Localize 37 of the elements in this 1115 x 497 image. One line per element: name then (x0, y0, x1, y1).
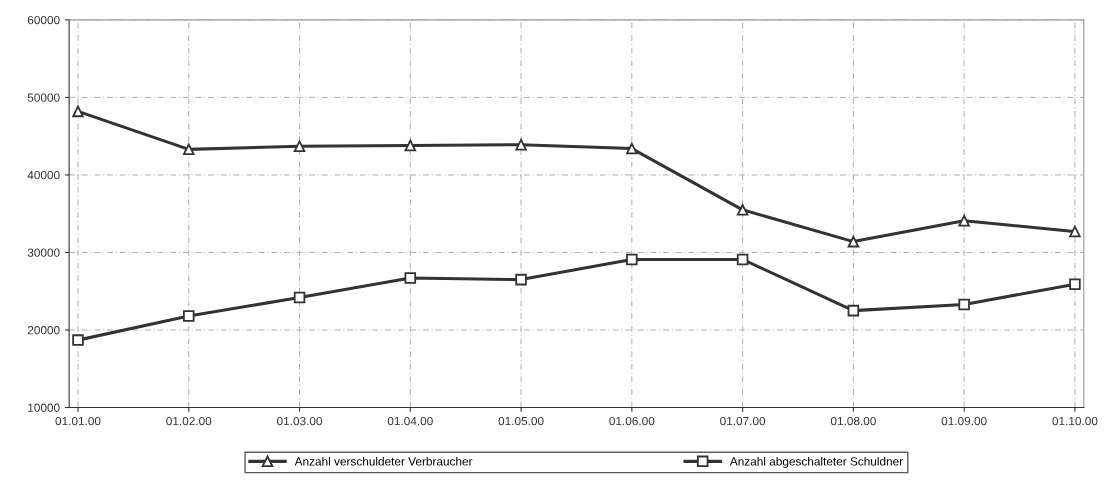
x-tick-label: 01.09.00 (941, 416, 987, 426)
legend-label: Anzahl verschuldeter Verbraucher (294, 456, 473, 466)
x-tick-label: 01.10.00 (1052, 416, 1098, 426)
point (626, 142, 638, 155)
y-tick-label: 50000 (27, 93, 60, 102)
x-tick-label: 01.08.00 (830, 416, 876, 426)
y-tick-label: 60000 (27, 15, 60, 25)
x-tick-label: 01.03.00 (277, 416, 323, 426)
point (626, 253, 638, 266)
point (515, 138, 527, 151)
x-tick-label: 01.06.00 (609, 416, 655, 426)
point (736, 253, 749, 266)
point (404, 272, 417, 284)
point (72, 334, 84, 346)
point (1069, 278, 1081, 291)
point (515, 273, 527, 286)
x-tick-label: 01.04.00 (387, 416, 433, 426)
legend-label: Anzahl abgeschalteter Schuldner (729, 456, 903, 468)
point (72, 105, 84, 118)
point (1069, 225, 1081, 238)
point (293, 291, 306, 304)
point (293, 140, 306, 153)
x-tick-label: 01.01.00 (55, 416, 101, 426)
y-tick-label: 30000 (27, 248, 60, 257)
point (958, 214, 970, 227)
point (404, 139, 417, 152)
point (847, 235, 860, 248)
y-tick-label: 40000 (27, 170, 60, 180)
x-tick-label: 01.05.00 (498, 416, 544, 426)
y-tick-label: 20000 (27, 326, 60, 335)
point (182, 310, 195, 322)
point (736, 204, 749, 216)
x-tick-label: 01.07.00 (720, 416, 766, 426)
point (958, 298, 970, 311)
point (847, 304, 860, 317)
y-tick-label: 10000 (28, 403, 60, 412)
x-tick-label: 01.02.00 (166, 416, 212, 426)
